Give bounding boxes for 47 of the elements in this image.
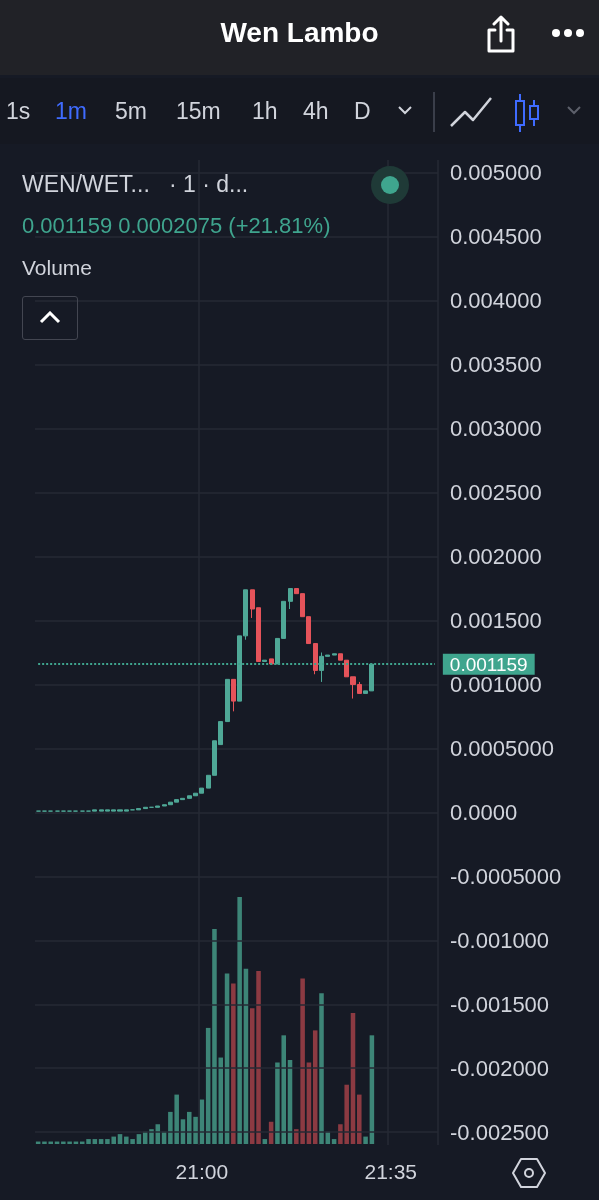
text: 1s xyxy=(6,98,31,125)
bar xyxy=(98,1139,104,1144)
candlestick xyxy=(313,643,318,675)
annotation: 0.001159 0.0002075 (+21.81%) xyxy=(22,213,331,239)
y-tick-label: 0.003000 xyxy=(450,416,542,442)
y-tick-label: 0.0005000 xyxy=(450,735,554,761)
candlestick xyxy=(231,678,236,712)
y-tick-label: 0.004000 xyxy=(450,288,542,314)
bar xyxy=(357,1094,362,1144)
y-tick-label: 0.0000 xyxy=(450,799,518,825)
y-tick-label: 0.003500 xyxy=(450,352,542,378)
chart-title: Wen Lambo xyxy=(219,17,380,49)
bar xyxy=(262,1139,268,1144)
x-tick-label: 21:00 xyxy=(175,1160,229,1183)
y-tick-label: -0.0005000 xyxy=(450,863,562,889)
candlestick xyxy=(332,653,337,656)
bar xyxy=(86,1139,91,1144)
y-tick-label: -0.002500 xyxy=(450,1119,550,1145)
annotation: Volume xyxy=(22,256,93,280)
y-tick-label: 0.002000 xyxy=(450,544,542,570)
bar xyxy=(363,1136,368,1144)
bar xyxy=(319,993,324,1144)
text: 1h xyxy=(252,98,278,125)
text: 15m xyxy=(176,98,221,125)
text: WEN/WET... · 1 · d... xyxy=(22,171,249,198)
x-tick-label: 21:35 xyxy=(364,1160,418,1183)
y-tick-label: 0.005000 xyxy=(450,160,542,186)
text: 1m xyxy=(55,98,87,125)
bar xyxy=(331,1139,337,1144)
y-tick-label: -0.002000 xyxy=(450,1055,550,1081)
y-tick-label: 0.001500 xyxy=(450,608,542,634)
y-tick-label: 0.004500 xyxy=(450,224,542,250)
candlestick xyxy=(225,678,230,723)
text: D xyxy=(354,98,371,125)
y-tick-label: -0.001500 xyxy=(450,991,550,1017)
candlestick xyxy=(288,588,293,610)
candlestick xyxy=(143,806,148,810)
y-tick-label: 0.002500 xyxy=(450,480,542,506)
text: 4h xyxy=(303,98,329,125)
candlestick xyxy=(269,658,274,665)
bar xyxy=(231,983,236,1144)
bar xyxy=(237,897,242,1144)
bar xyxy=(149,1129,154,1144)
bar xyxy=(92,1139,98,1144)
candlestick xyxy=(262,659,267,662)
y-tick-label: -0.001000 xyxy=(450,927,550,953)
text: 5m xyxy=(115,98,147,125)
